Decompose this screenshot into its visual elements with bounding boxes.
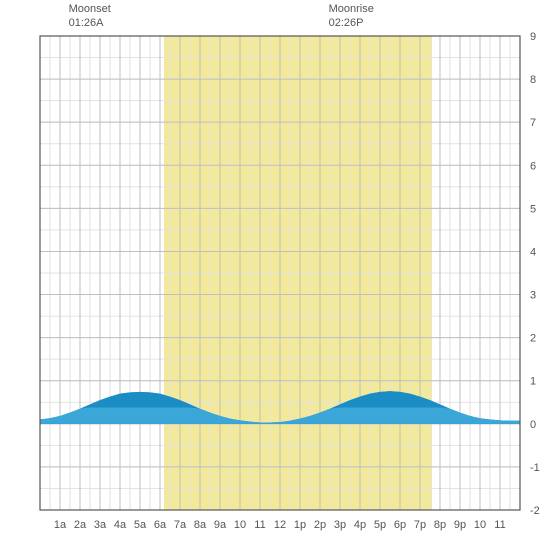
svg-text:8: 8 [530,74,536,86]
svg-text:3p: 3p [334,519,346,531]
tide-chart: Moonset 01:26A Moonrise 02:26P 1a2a3a4a5… [0,0,550,550]
svg-text:9a: 9a [214,519,227,531]
svg-text:7p: 7p [414,519,426,531]
moonset-title: Moonset [69,2,111,16]
moonrise-title: Moonrise [329,2,374,16]
svg-text:6p: 6p [394,519,406,531]
svg-text:7a: 7a [174,519,187,531]
svg-text:9: 9 [530,31,536,43]
svg-text:6a: 6a [154,519,167,531]
svg-text:4: 4 [530,246,536,258]
svg-text:1a: 1a [54,519,67,531]
moonset-label: Moonset 01:26A [69,2,111,31]
chart-svg: 1a2a3a4a5a6a7a8a9a1011121p2p3p4p5p6p7p8p… [0,0,550,550]
moonrise-label: Moonrise 02:26P [329,2,374,31]
svg-text:5: 5 [530,203,536,215]
moonset-time: 01:26A [69,16,111,30]
svg-text:8a: 8a [194,519,207,531]
svg-text:5a: 5a [134,519,147,531]
svg-text:10: 10 [474,519,486,531]
svg-text:4a: 4a [114,519,127,531]
svg-text:1: 1 [530,376,536,388]
svg-text:3: 3 [530,290,536,302]
svg-text:12: 12 [274,519,286,531]
svg-text:11: 11 [254,519,265,531]
svg-text:4p: 4p [354,519,366,531]
svg-text:10: 10 [234,519,246,531]
svg-text:7: 7 [530,117,536,129]
svg-text:6: 6 [530,160,536,172]
svg-text:2p: 2p [314,519,326,531]
svg-text:-2: -2 [530,505,540,517]
svg-text:2a: 2a [74,519,87,531]
svg-text:2: 2 [530,333,536,345]
svg-text:3a: 3a [94,519,107,531]
svg-text:1p: 1p [294,519,306,531]
svg-text:11: 11 [494,519,505,531]
svg-text:5p: 5p [374,519,386,531]
svg-text:8p: 8p [434,519,446,531]
svg-text:-1: -1 [530,462,540,474]
svg-text:9p: 9p [454,519,466,531]
svg-text:0: 0 [530,419,536,431]
moonrise-time: 02:26P [329,16,374,30]
